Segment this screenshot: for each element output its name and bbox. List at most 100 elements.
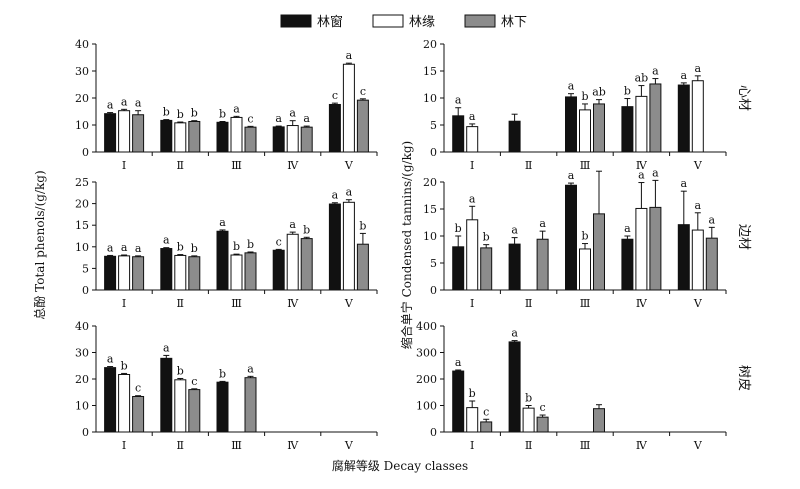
significance-label: b <box>469 387 476 400</box>
bar <box>132 395 145 433</box>
bar <box>579 109 591 153</box>
significance-label: a <box>695 199 702 212</box>
significance-label: c <box>540 401 546 414</box>
significance-label: a <box>539 217 546 230</box>
y-tick-label: 5 <box>430 257 437 270</box>
bar <box>565 184 577 291</box>
significance-label: a <box>107 353 114 366</box>
bar <box>536 416 549 433</box>
y-tick-label: 10 <box>75 400 89 413</box>
bar <box>132 114 145 153</box>
legend-label-gap: 林窗 <box>317 14 343 30</box>
significance-label: c <box>276 235 282 248</box>
y-tick-label: 0 <box>82 284 89 297</box>
bar <box>230 254 243 291</box>
x-tick-label: Ⅱ <box>177 159 184 172</box>
x-tick-label: Ⅳ <box>287 297 299 310</box>
significance-label: a <box>638 169 645 182</box>
bar <box>536 238 549 291</box>
bar <box>342 63 355 153</box>
bar <box>188 256 201 291</box>
significance-label: c <box>360 85 366 98</box>
significance-label: a <box>289 107 296 120</box>
significance-label: a <box>233 102 240 115</box>
y-tick-label: 100 <box>416 400 437 413</box>
significance-label: c <box>135 382 141 395</box>
bar <box>104 367 117 433</box>
significance-label: b <box>121 359 128 372</box>
y-tick-label: 0 <box>430 284 437 297</box>
x-tick-label: Ⅴ <box>344 439 354 452</box>
y-tick-label: 40 <box>75 320 89 333</box>
x-tick-label: Ⅰ <box>122 159 126 172</box>
x-tick-label: Ⅰ <box>470 159 474 172</box>
x-tick-label: Ⅱ <box>177 297 184 310</box>
bar <box>174 122 187 153</box>
significance-label: a <box>332 189 339 202</box>
bar <box>565 96 577 153</box>
significance-label: ab <box>592 86 606 99</box>
bar <box>132 256 145 291</box>
significance-label: a <box>511 224 518 237</box>
bar <box>480 247 493 291</box>
significance-label: a <box>652 166 659 179</box>
bar <box>593 408 605 433</box>
y-tick-label: 30 <box>75 347 89 360</box>
y-tick-label: 15 <box>423 203 437 216</box>
x-tick-label: Ⅳ <box>636 439 648 452</box>
significance-label: a <box>107 99 114 112</box>
significance-label: a <box>469 110 476 123</box>
significance-label: a <box>247 362 254 375</box>
significance-label: b <box>177 108 184 121</box>
bar <box>593 103 605 153</box>
x-tick-label: Ⅳ <box>636 159 648 172</box>
bar <box>230 116 243 153</box>
bar <box>188 120 201 153</box>
bar <box>579 248 591 291</box>
legend-label-understory: 林下 <box>501 15 527 30</box>
bar <box>356 243 369 291</box>
significance-label: a <box>455 94 462 107</box>
significance-label: a <box>681 177 688 190</box>
significance-label: a <box>346 186 353 199</box>
legend-swatch-edge <box>372 14 404 28</box>
significance-label: a <box>469 192 476 205</box>
x-tick-label: Ⅰ <box>122 297 126 310</box>
x-tick-label: Ⅲ <box>231 159 242 172</box>
y-tick-label: 10 <box>75 119 89 132</box>
bar <box>272 249 285 291</box>
bar <box>174 254 187 291</box>
bar <box>244 377 257 433</box>
bar <box>508 341 521 433</box>
bar <box>621 106 634 153</box>
significance-label: a <box>511 327 518 340</box>
significance-label: b <box>191 107 198 120</box>
x-tick-label: Ⅴ <box>344 159 354 172</box>
x-axis-title: 腐解等级 Decay classes <box>332 458 468 473</box>
row-label-bark: 树皮 <box>736 365 751 391</box>
bar <box>342 201 355 291</box>
bar <box>466 126 479 153</box>
bar <box>677 84 690 153</box>
x-tick-label: Ⅱ <box>525 159 532 172</box>
y-tick-label: 30 <box>75 65 89 78</box>
significance-label: b <box>581 230 588 243</box>
bar <box>160 119 173 153</box>
bar <box>691 229 704 291</box>
y-tick-label: 5 <box>430 119 437 132</box>
bar <box>508 243 521 291</box>
bar <box>118 255 131 291</box>
y-tick-label: 0 <box>430 146 437 159</box>
x-tick-label: Ⅴ <box>693 297 703 310</box>
significance-label: a <box>681 69 688 82</box>
bar <box>677 224 690 291</box>
x-tick-label: Ⅲ <box>580 159 591 172</box>
significance-label: a <box>121 95 128 108</box>
bar <box>466 407 479 433</box>
x-tick-label: Ⅳ <box>636 297 648 310</box>
bar <box>466 219 479 291</box>
significance-label: b <box>177 364 184 377</box>
bar <box>216 121 229 153</box>
y-tick-label: 20 <box>75 92 89 105</box>
